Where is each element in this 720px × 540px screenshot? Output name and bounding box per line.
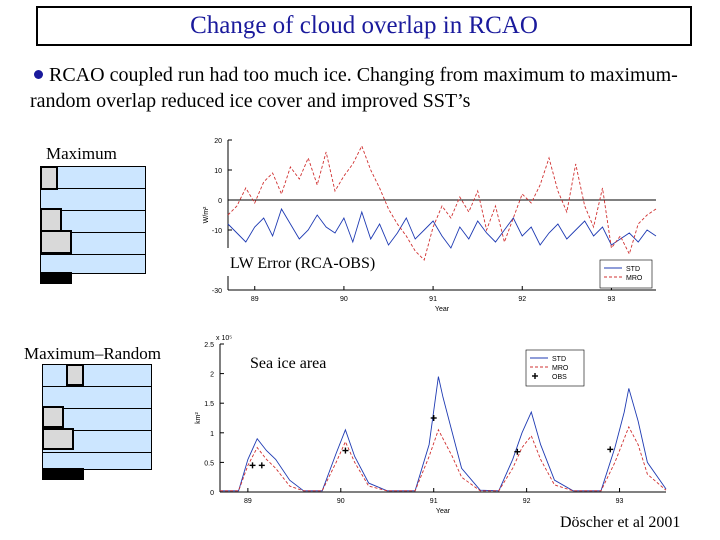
sea-ice-series bbox=[220, 376, 667, 492]
x-tick-label: 90 bbox=[337, 498, 345, 505]
bullet-content: RCAO coupled run had too much ice. Chang… bbox=[30, 64, 678, 112]
y-tick-label: 10 bbox=[214, 168, 222, 175]
obs-point bbox=[249, 462, 256, 469]
lw-error-annotation: LW Error (RCA-OBS) bbox=[230, 255, 375, 272]
x-tick-label: 93 bbox=[616, 498, 624, 505]
maximum-label: Maximum bbox=[46, 144, 117, 163]
sea-ice-legend: STD MRO OBS bbox=[525, 349, 585, 387]
cloud-block bbox=[66, 364, 84, 386]
x-tick-label: 92 bbox=[518, 296, 526, 303]
legend-box bbox=[599, 259, 653, 289]
cloud-layer bbox=[40, 254, 146, 274]
title-box: Change of cloud overlap in RCAO bbox=[36, 6, 692, 46]
obs-point bbox=[514, 448, 521, 455]
y-tick-label: 0.5 bbox=[204, 460, 214, 467]
cloud-layer bbox=[42, 364, 152, 388]
obs-point bbox=[342, 447, 349, 454]
x-tick-label: 91 bbox=[429, 296, 437, 303]
y-tick-label: -30 bbox=[212, 288, 222, 295]
cloud-block bbox=[42, 428, 74, 450]
obs-point bbox=[430, 415, 437, 421]
sea-ice-annotation: Sea ice area bbox=[250, 355, 326, 372]
credit-text: Döscher et al 2001 bbox=[560, 514, 681, 531]
cloud-block bbox=[40, 230, 72, 254]
legend-label: MRO bbox=[626, 275, 643, 282]
y-tick-label: -10 bbox=[212, 228, 222, 235]
ground-shadow bbox=[42, 468, 84, 480]
x-axis-label: Year bbox=[435, 306, 450, 313]
y-axis-label: km² bbox=[195, 412, 202, 424]
series-line-std bbox=[220, 376, 667, 492]
y-tick-label: 0 bbox=[210, 490, 214, 497]
annotation-background bbox=[190, 248, 400, 276]
x-tick-label: 93 bbox=[608, 296, 616, 303]
y-tick-label: 0 bbox=[218, 198, 222, 205]
page-title: Change of cloud overlap in RCAO bbox=[190, 12, 538, 39]
sea-ice-axes: 0 0.5 1 1.5 2 2.5 89 90 91 92 93 Year km² x 10⁵ bbox=[195, 335, 666, 515]
x-tick-label: 92 bbox=[523, 498, 531, 505]
legend-label: MRO bbox=[552, 365, 569, 372]
y-tick-label: 2.5 bbox=[204, 342, 214, 349]
y-tick-label: 2 bbox=[210, 372, 214, 379]
x-tick-label: 89 bbox=[244, 498, 252, 505]
series-line-mro bbox=[227, 144, 657, 261]
maxrandom-label: Maximum–Random bbox=[24, 344, 161, 363]
legend-label: STD bbox=[552, 356, 566, 363]
legend-label: OBS bbox=[552, 374, 567, 381]
y-scale-label: x 10⁵ bbox=[216, 335, 232, 342]
obs-point bbox=[607, 446, 614, 453]
y-tick-label: 1.5 bbox=[204, 401, 214, 408]
cloud-layer bbox=[42, 452, 152, 470]
x-tick-label: 91 bbox=[430, 498, 438, 505]
series-line-mro bbox=[220, 425, 667, 492]
cloud-block bbox=[40, 166, 58, 190]
y-tick-label: 20 bbox=[214, 138, 222, 145]
lw-error-legend: STD MRO bbox=[599, 259, 653, 289]
lw-error-series bbox=[227, 144, 657, 261]
bullet-dot-icon bbox=[34, 70, 43, 80]
legend-label: STD bbox=[626, 266, 640, 273]
sea-ice-chart: 0 0.5 1 1.5 2 2.5 89 90 91 92 93 Year km² x 10⁵ Sea i… bbox=[195, 335, 667, 515]
bullet-text: RCAO coupled run had too much ice. Chang… bbox=[30, 62, 710, 114]
x-tick-label: 89 bbox=[251, 296, 259, 303]
ground-shadow bbox=[40, 272, 72, 284]
legend-box bbox=[525, 349, 585, 387]
maximum-overlap-diagram bbox=[40, 166, 146, 284]
maxrandom-overlap-diagram bbox=[42, 364, 152, 480]
obs-point bbox=[258, 462, 265, 469]
y-axis-label: W/m² bbox=[203, 206, 210, 223]
series-line-std bbox=[227, 207, 657, 249]
cloud-block bbox=[40, 208, 62, 232]
x-axis-label: Year bbox=[436, 508, 451, 515]
y-tick-label: 1 bbox=[210, 431, 214, 438]
cloud-block bbox=[42, 406, 64, 428]
x-tick-label: 90 bbox=[340, 296, 348, 303]
